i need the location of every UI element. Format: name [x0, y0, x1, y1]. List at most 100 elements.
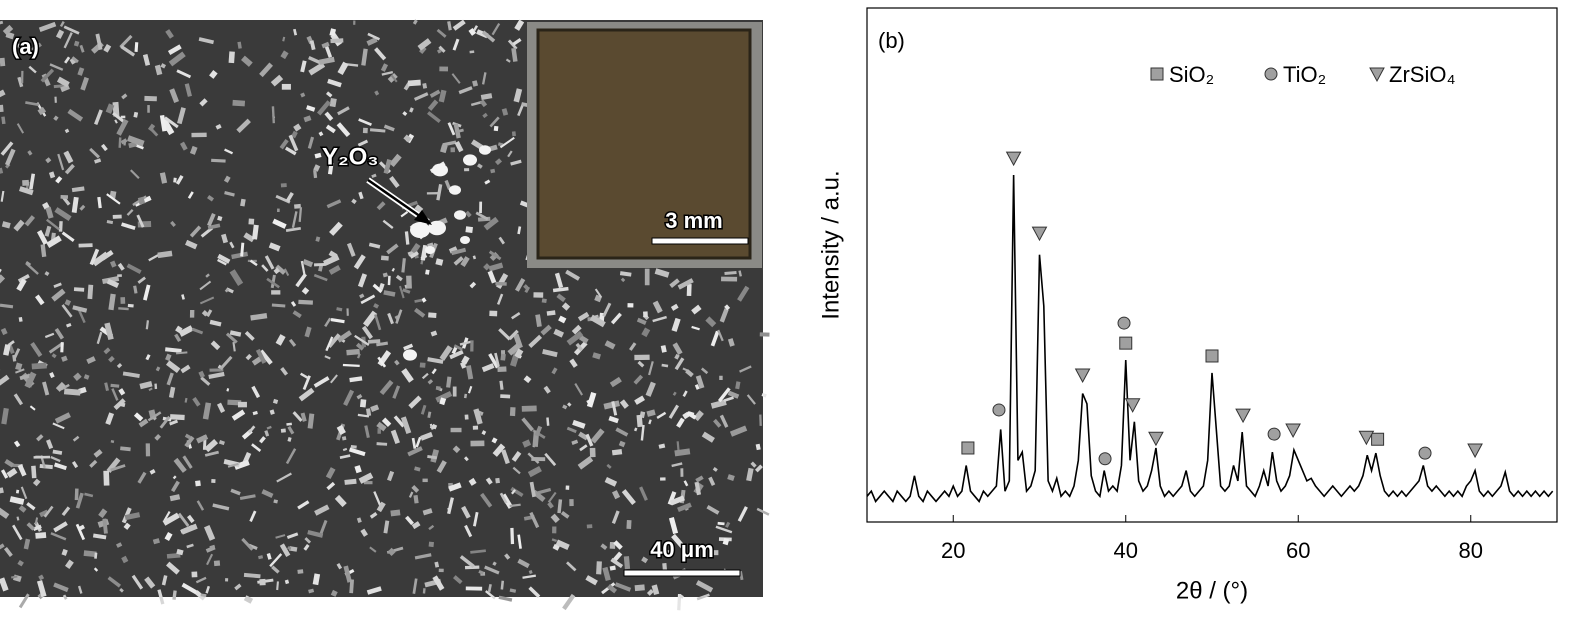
flake — [232, 100, 245, 107]
flake — [464, 168, 469, 171]
flake — [0, 105, 4, 112]
flake — [146, 443, 150, 456]
flake — [330, 38, 343, 43]
flake — [500, 354, 505, 361]
phase-marker — [1120, 337, 1132, 349]
flake — [191, 133, 206, 138]
flake — [381, 256, 389, 261]
flake — [54, 97, 56, 103]
flake — [479, 202, 482, 213]
flake — [60, 195, 68, 199]
flake — [406, 276, 412, 289]
flake — [360, 399, 366, 407]
particle — [460, 236, 470, 244]
flake — [718, 522, 725, 525]
flake — [495, 478, 500, 483]
x-tick-label: 40 — [1114, 538, 1138, 563]
flake — [552, 526, 556, 533]
flake — [314, 263, 325, 266]
x-axis-label: 2θ / (°) — [1176, 577, 1248, 604]
flake — [713, 550, 718, 555]
flake — [22, 180, 29, 186]
particle — [425, 246, 435, 254]
flake — [388, 276, 391, 285]
legend-marker — [1370, 68, 1384, 81]
particle — [479, 145, 491, 155]
phase-marker — [1076, 369, 1090, 382]
flake — [190, 310, 194, 318]
flake — [154, 384, 157, 390]
inset-scale-label: 3 mm — [665, 208, 722, 233]
particle — [403, 349, 417, 360]
flake — [596, 561, 602, 574]
particle — [454, 210, 466, 220]
flake — [35, 532, 46, 539]
flake — [635, 584, 645, 591]
flake — [75, 489, 79, 501]
flake — [636, 415, 642, 427]
flake — [113, 215, 122, 219]
legend-marker — [1265, 68, 1277, 80]
flake — [510, 528, 514, 544]
flake — [128, 304, 134, 308]
phase-marker — [1468, 444, 1482, 457]
flake — [510, 407, 516, 416]
flake — [425, 270, 430, 275]
flake — [569, 499, 573, 506]
flake — [533, 292, 543, 297]
x-tick-label: 80 — [1459, 538, 1483, 563]
flake — [211, 479, 215, 483]
flake — [719, 376, 722, 380]
phase-marker — [1118, 317, 1130, 329]
x-tick-label: 60 — [1286, 538, 1310, 563]
flake — [363, 128, 368, 134]
flake — [117, 274, 122, 277]
flake — [429, 542, 434, 547]
flake — [121, 116, 126, 119]
flake — [497, 366, 506, 372]
flake — [271, 290, 280, 294]
flake — [34, 456, 51, 459]
particle — [410, 222, 430, 238]
legend-marker — [1151, 68, 1163, 80]
flake — [195, 480, 201, 486]
phase-marker — [993, 404, 1005, 416]
phase-marker — [1007, 152, 1021, 165]
flake — [451, 428, 462, 432]
flake — [353, 21, 355, 25]
flake — [542, 298, 547, 303]
flake — [643, 311, 648, 317]
phase-marker — [1286, 424, 1300, 437]
flake — [59, 221, 63, 232]
inset-scale-bar — [652, 238, 748, 244]
flake — [759, 415, 762, 426]
flake — [342, 436, 346, 440]
phase-marker — [1033, 227, 1047, 240]
flake — [214, 560, 220, 566]
flake — [627, 303, 633, 307]
flake — [120, 297, 125, 304]
phase-marker — [1099, 453, 1111, 465]
flake — [420, 362, 426, 367]
flake — [512, 131, 516, 136]
flake — [626, 520, 631, 529]
flake — [469, 50, 474, 53]
flake — [170, 414, 185, 420]
flake — [19, 317, 23, 322]
flake — [32, 363, 47, 370]
flake — [680, 468, 683, 477]
flake — [259, 579, 265, 585]
flake — [277, 209, 280, 212]
sem-image: (a) Y₂O₃ 3 mm 40 μm — [0, 19, 770, 610]
flake — [144, 96, 157, 101]
scale-bar — [624, 570, 740, 576]
flake — [522, 406, 537, 412]
phase-marker — [1149, 432, 1163, 445]
flake — [79, 243, 93, 247]
phase-marker — [1206, 350, 1218, 362]
particle — [428, 221, 446, 235]
x-tick-label: 20 — [941, 538, 965, 563]
scale-label: 40 μm — [650, 537, 714, 562]
